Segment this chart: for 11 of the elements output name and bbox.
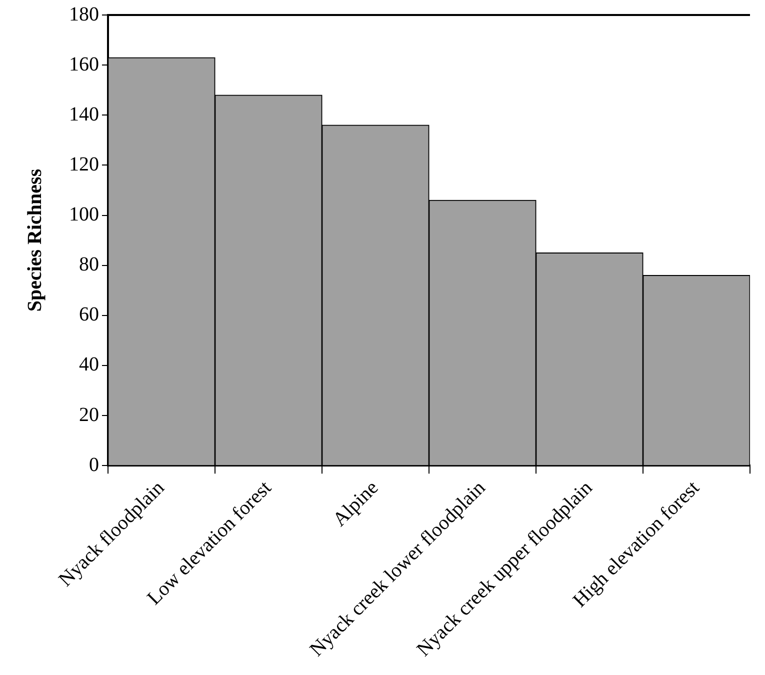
y-tick-label: 180: [69, 3, 99, 26]
y-tick-label: 20: [79, 404, 99, 426]
y-tick-label: 160: [69, 53, 99, 76]
y-axis-title: Species Richness: [24, 168, 46, 312]
y-tick-label: 120: [69, 153, 99, 176]
y-tick-label: 100: [69, 204, 99, 226]
y-tick-label: 80: [79, 254, 99, 276]
y-tick-label: 40: [79, 354, 99, 376]
y-tick-label: 140: [69, 103, 99, 126]
y-tick-label: 60: [79, 304, 99, 326]
y-tick-label: 0: [89, 454, 99, 476]
